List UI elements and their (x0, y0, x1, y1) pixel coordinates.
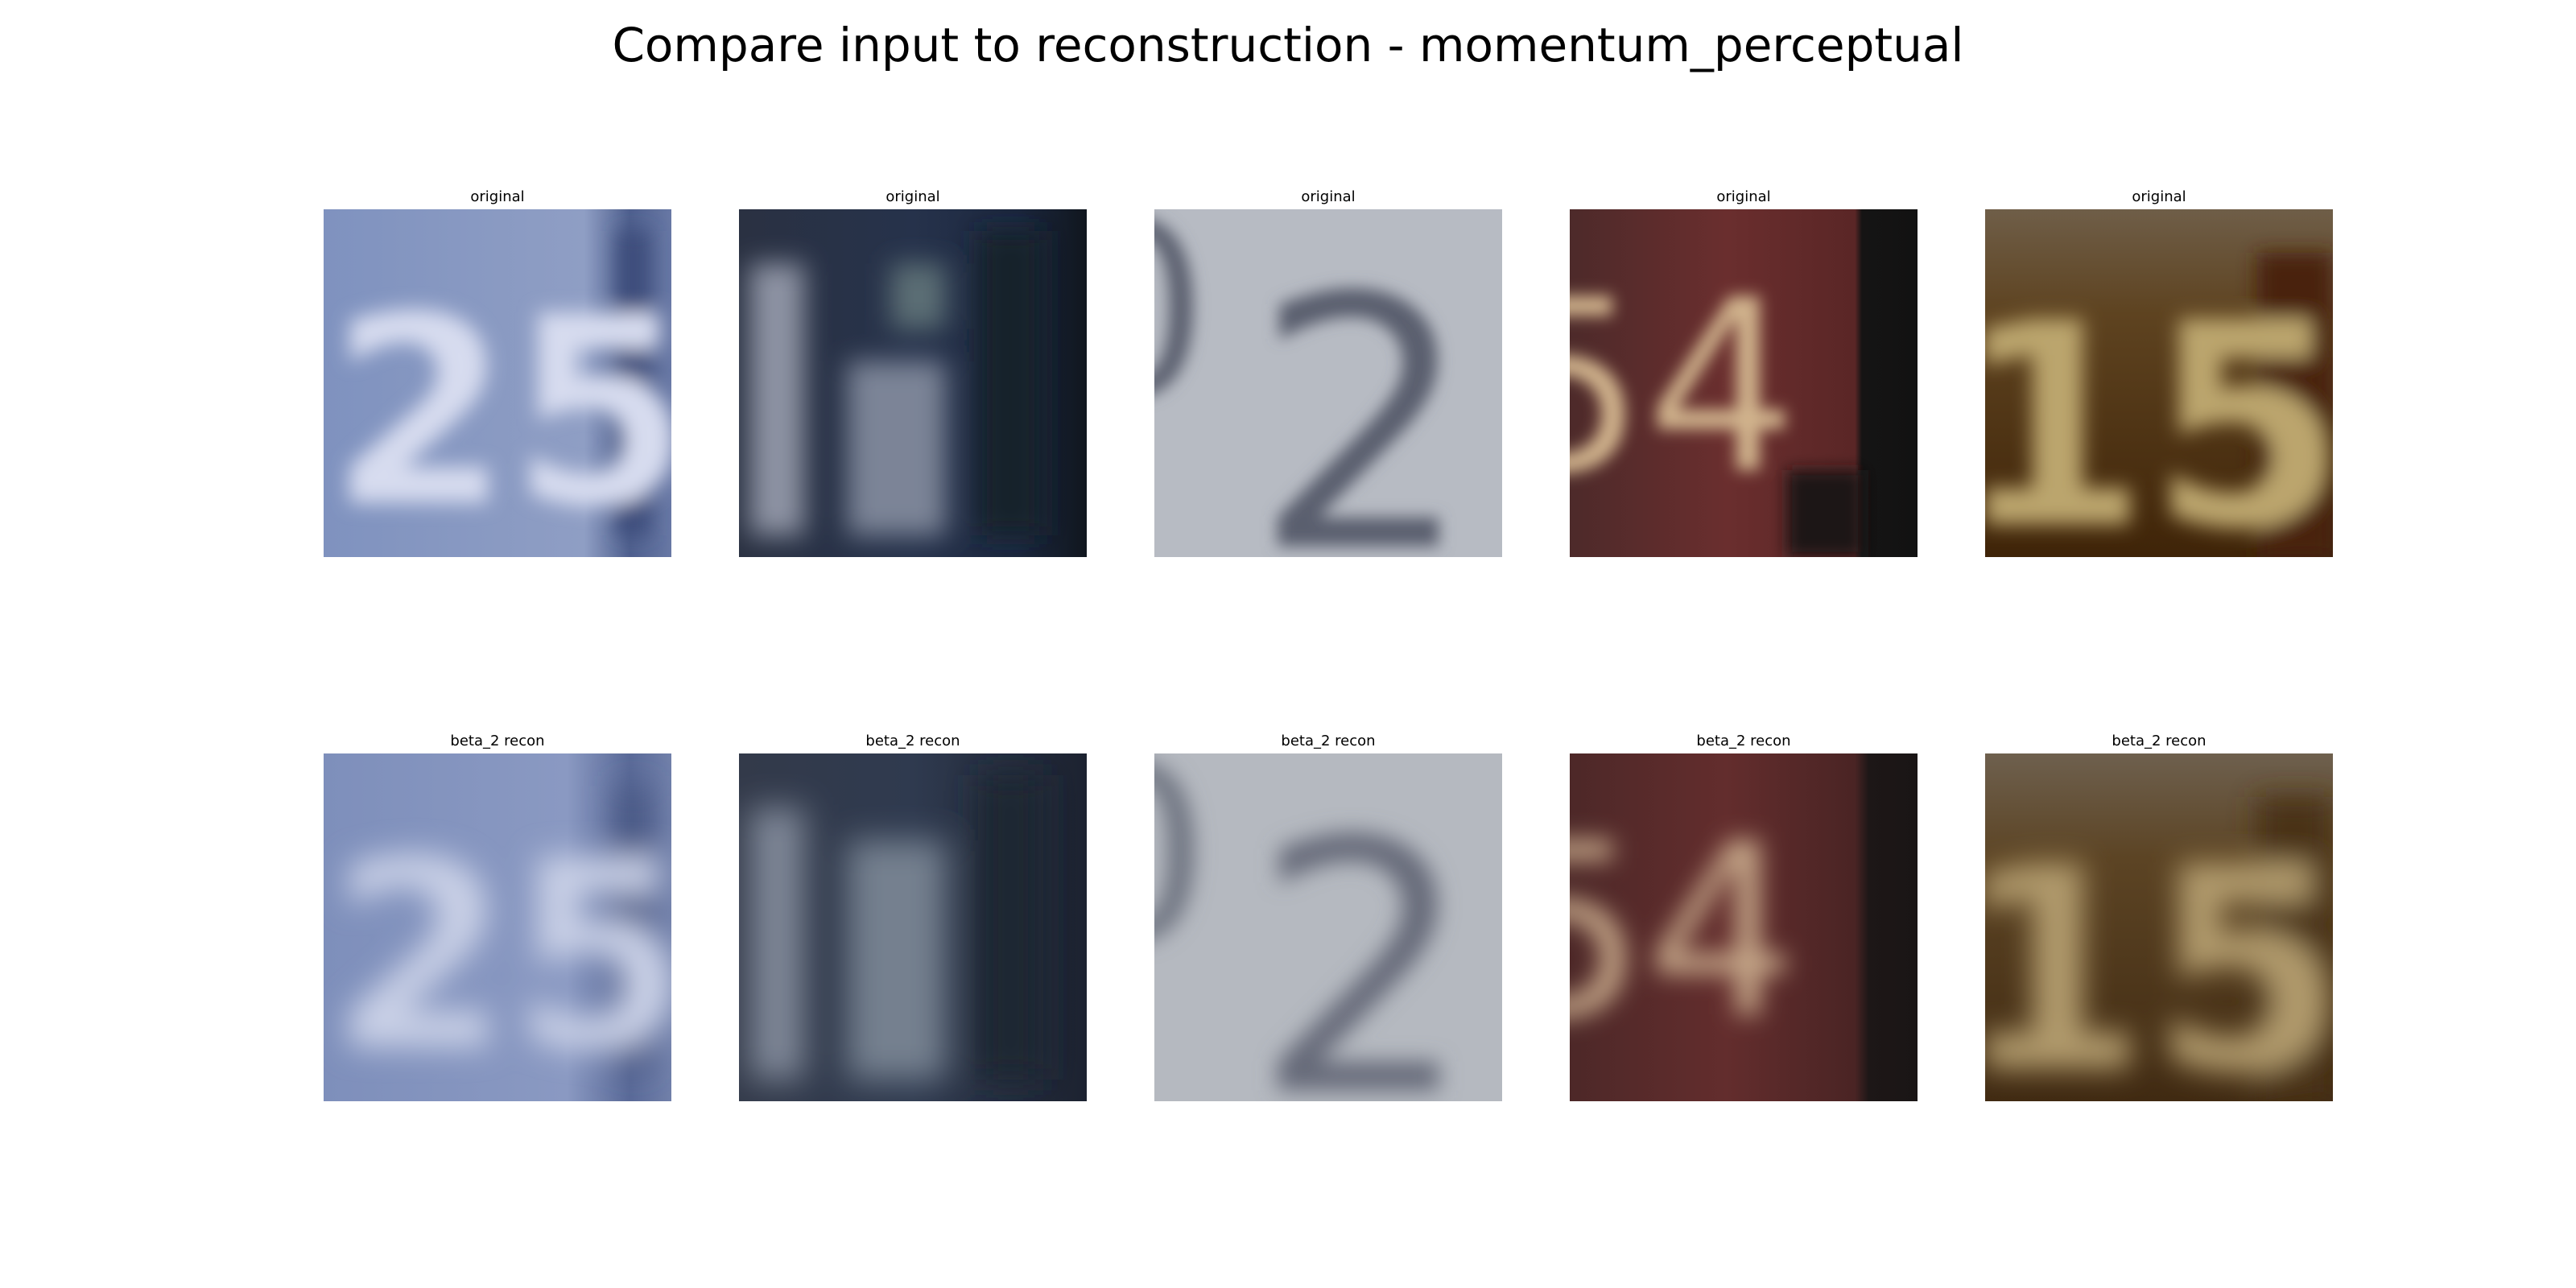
svg-text:25: 25 (329, 806, 671, 1102)
panel-title: original (1301, 188, 1356, 205)
svhn-image-original-25: 25 (324, 209, 671, 557)
svhn-image-original-11 (739, 209, 1087, 557)
panel-title: beta_2 recon (1281, 733, 1376, 749)
panel-title: beta_2 recon (1696, 733, 1791, 749)
svg-text:15: 15 (1985, 262, 2333, 558)
svhn-image-recon-54: 54 (1570, 753, 1918, 1101)
panel-title: original (886, 188, 940, 205)
panel-title: original (1716, 188, 1771, 205)
panel-title: beta_2 recon (450, 733, 545, 749)
svg-text:0: 0 (1154, 209, 1208, 452)
panel-title: beta_2 recon (2112, 733, 2207, 749)
svg-text:2: 2 (1253, 224, 1474, 558)
svhn-image-recon-15: 15 (1985, 753, 2333, 1101)
panel-title: original (470, 188, 525, 205)
svg-text:25: 25 (329, 262, 671, 558)
svhn-image-recon-11 (739, 753, 1087, 1101)
figure-title: Compare input to reconstruction - moment… (612, 18, 1964, 72)
svhn-image-recon-25: 25 (324, 753, 671, 1101)
svhn-image-original-54: 54 (1570, 209, 1918, 557)
svhn-image-recon-02: 0 2 (1154, 753, 1502, 1101)
panel-title: original (2132, 188, 2186, 205)
svg-text:0: 0 (1154, 753, 1208, 996)
svhn-image-original-15: 15 (1985, 209, 2333, 557)
svg-text:2: 2 (1253, 768, 1474, 1102)
svg-text:15: 15 (1985, 807, 2333, 1102)
svg-text:54: 54 (1570, 793, 1798, 1071)
panel-title: beta_2 recon (865, 733, 960, 749)
svg-text:54: 54 (1570, 249, 1798, 527)
svhn-image-original-02: 0 2 (1154, 209, 1502, 557)
